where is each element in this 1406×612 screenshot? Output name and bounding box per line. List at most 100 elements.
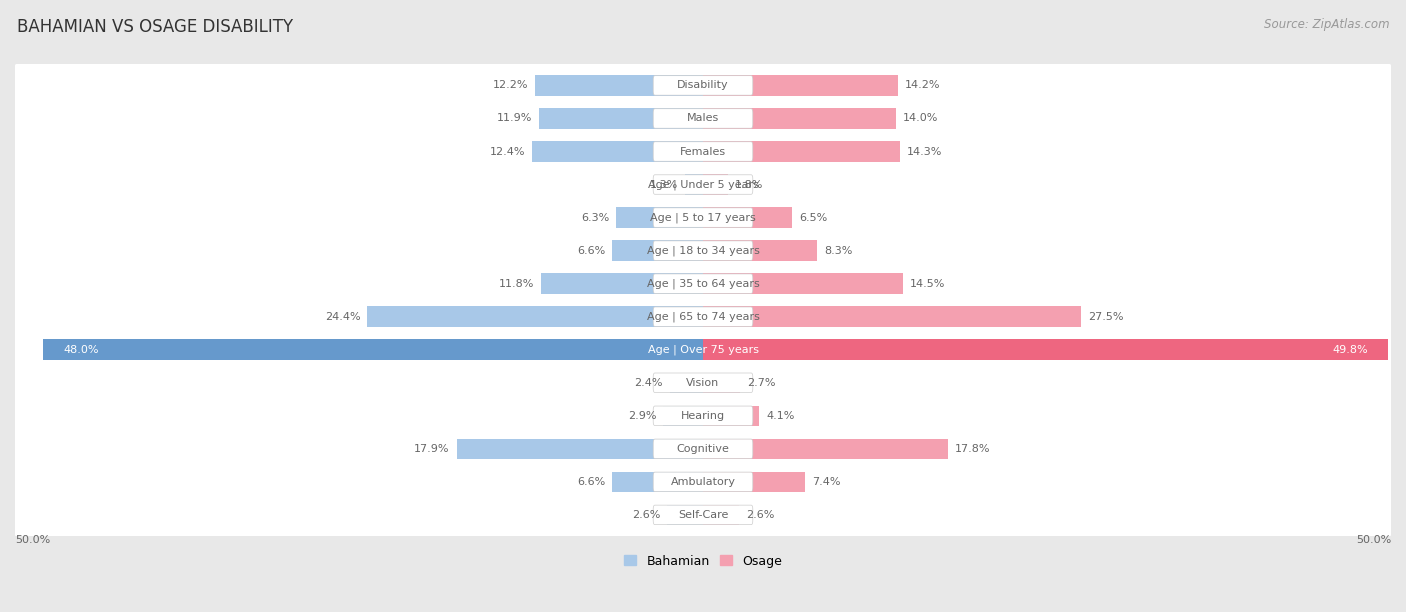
Bar: [703, 141, 900, 162]
Text: 6.6%: 6.6%: [576, 245, 606, 256]
Text: 12.2%: 12.2%: [492, 80, 529, 91]
Text: Males: Males: [688, 113, 718, 124]
Text: Vision: Vision: [686, 378, 720, 388]
FancyBboxPatch shape: [14, 394, 1392, 438]
Bar: [42, 340, 703, 360]
Text: 2.6%: 2.6%: [745, 510, 775, 520]
Text: Hearing: Hearing: [681, 411, 725, 421]
Text: Age | 35 to 64 years: Age | 35 to 64 years: [647, 278, 759, 289]
FancyBboxPatch shape: [14, 162, 1392, 207]
FancyBboxPatch shape: [654, 307, 752, 326]
Text: 2.4%: 2.4%: [634, 378, 664, 388]
FancyBboxPatch shape: [14, 493, 1392, 537]
Text: 48.0%: 48.0%: [63, 345, 98, 355]
Text: 14.2%: 14.2%: [905, 80, 941, 91]
Text: 2.7%: 2.7%: [747, 378, 776, 388]
Text: 27.5%: 27.5%: [1088, 312, 1123, 322]
Bar: [671, 373, 703, 393]
Bar: [541, 274, 703, 294]
Text: 6.6%: 6.6%: [576, 477, 606, 487]
FancyBboxPatch shape: [654, 76, 752, 95]
Text: 7.4%: 7.4%: [811, 477, 841, 487]
Text: Age | 65 to 74 years: Age | 65 to 74 years: [647, 312, 759, 322]
FancyBboxPatch shape: [654, 373, 752, 392]
Text: 1.8%: 1.8%: [735, 179, 763, 190]
Text: 11.9%: 11.9%: [496, 113, 533, 124]
Bar: [703, 174, 728, 195]
Text: 8.3%: 8.3%: [824, 245, 852, 256]
Bar: [367, 307, 703, 327]
Bar: [703, 340, 1388, 360]
Text: 2.6%: 2.6%: [631, 510, 661, 520]
Text: Disability: Disability: [678, 80, 728, 91]
Text: 17.9%: 17.9%: [415, 444, 450, 454]
Text: 24.4%: 24.4%: [325, 312, 360, 322]
FancyBboxPatch shape: [654, 175, 752, 194]
FancyBboxPatch shape: [654, 274, 752, 293]
Text: 14.0%: 14.0%: [903, 113, 938, 124]
Text: 14.5%: 14.5%: [910, 278, 945, 289]
Text: BAHAMIAN VS OSAGE DISABILITY: BAHAMIAN VS OSAGE DISABILITY: [17, 18, 292, 36]
Text: Age | 18 to 34 years: Age | 18 to 34 years: [647, 245, 759, 256]
Bar: [616, 207, 703, 228]
FancyBboxPatch shape: [654, 241, 752, 260]
FancyBboxPatch shape: [654, 208, 752, 227]
FancyBboxPatch shape: [14, 63, 1392, 108]
Text: 49.8%: 49.8%: [1331, 345, 1368, 355]
FancyBboxPatch shape: [14, 360, 1392, 405]
Bar: [703, 307, 1081, 327]
Text: 12.4%: 12.4%: [491, 146, 526, 157]
Text: 6.3%: 6.3%: [581, 212, 609, 223]
Bar: [703, 472, 804, 492]
Bar: [457, 439, 703, 459]
FancyBboxPatch shape: [14, 129, 1392, 174]
Text: 17.8%: 17.8%: [955, 444, 990, 454]
Text: 1.3%: 1.3%: [650, 179, 678, 190]
Text: 50.0%: 50.0%: [1355, 536, 1391, 545]
Text: 11.8%: 11.8%: [498, 278, 534, 289]
Bar: [536, 75, 703, 95]
Text: Self-Care: Self-Care: [678, 510, 728, 520]
Bar: [703, 108, 896, 129]
FancyBboxPatch shape: [654, 406, 752, 425]
Bar: [612, 241, 703, 261]
Bar: [533, 141, 703, 162]
Bar: [703, 439, 948, 459]
Bar: [703, 406, 759, 426]
FancyBboxPatch shape: [14, 427, 1392, 471]
Text: Ambulatory: Ambulatory: [671, 477, 735, 487]
FancyBboxPatch shape: [14, 96, 1392, 141]
FancyBboxPatch shape: [14, 460, 1392, 504]
FancyBboxPatch shape: [14, 327, 1392, 372]
FancyBboxPatch shape: [14, 195, 1392, 240]
Text: Source: ZipAtlas.com: Source: ZipAtlas.com: [1264, 18, 1389, 31]
Text: 14.3%: 14.3%: [907, 146, 942, 157]
FancyBboxPatch shape: [654, 505, 752, 524]
FancyBboxPatch shape: [654, 142, 752, 161]
FancyBboxPatch shape: [654, 109, 752, 128]
Bar: [703, 207, 793, 228]
Bar: [664, 406, 703, 426]
Text: Age | Over 75 years: Age | Over 75 years: [648, 345, 758, 355]
FancyBboxPatch shape: [14, 294, 1392, 339]
Text: Females: Females: [681, 146, 725, 157]
Text: 50.0%: 50.0%: [15, 536, 51, 545]
Bar: [703, 505, 738, 525]
Bar: [703, 274, 903, 294]
Text: 4.1%: 4.1%: [766, 411, 794, 421]
Legend: Bahamian, Osage: Bahamian, Osage: [619, 550, 787, 573]
Bar: [703, 75, 898, 95]
Bar: [668, 505, 703, 525]
Bar: [685, 174, 703, 195]
Bar: [612, 472, 703, 492]
Text: Age | Under 5 years: Age | Under 5 years: [648, 179, 758, 190]
Bar: [540, 108, 703, 129]
Text: 2.9%: 2.9%: [627, 411, 657, 421]
FancyBboxPatch shape: [654, 472, 752, 491]
Text: Age | 5 to 17 years: Age | 5 to 17 years: [650, 212, 756, 223]
Text: Cognitive: Cognitive: [676, 444, 730, 454]
FancyBboxPatch shape: [654, 439, 752, 458]
FancyBboxPatch shape: [14, 261, 1392, 306]
Text: 6.5%: 6.5%: [800, 212, 828, 223]
FancyBboxPatch shape: [14, 228, 1392, 273]
